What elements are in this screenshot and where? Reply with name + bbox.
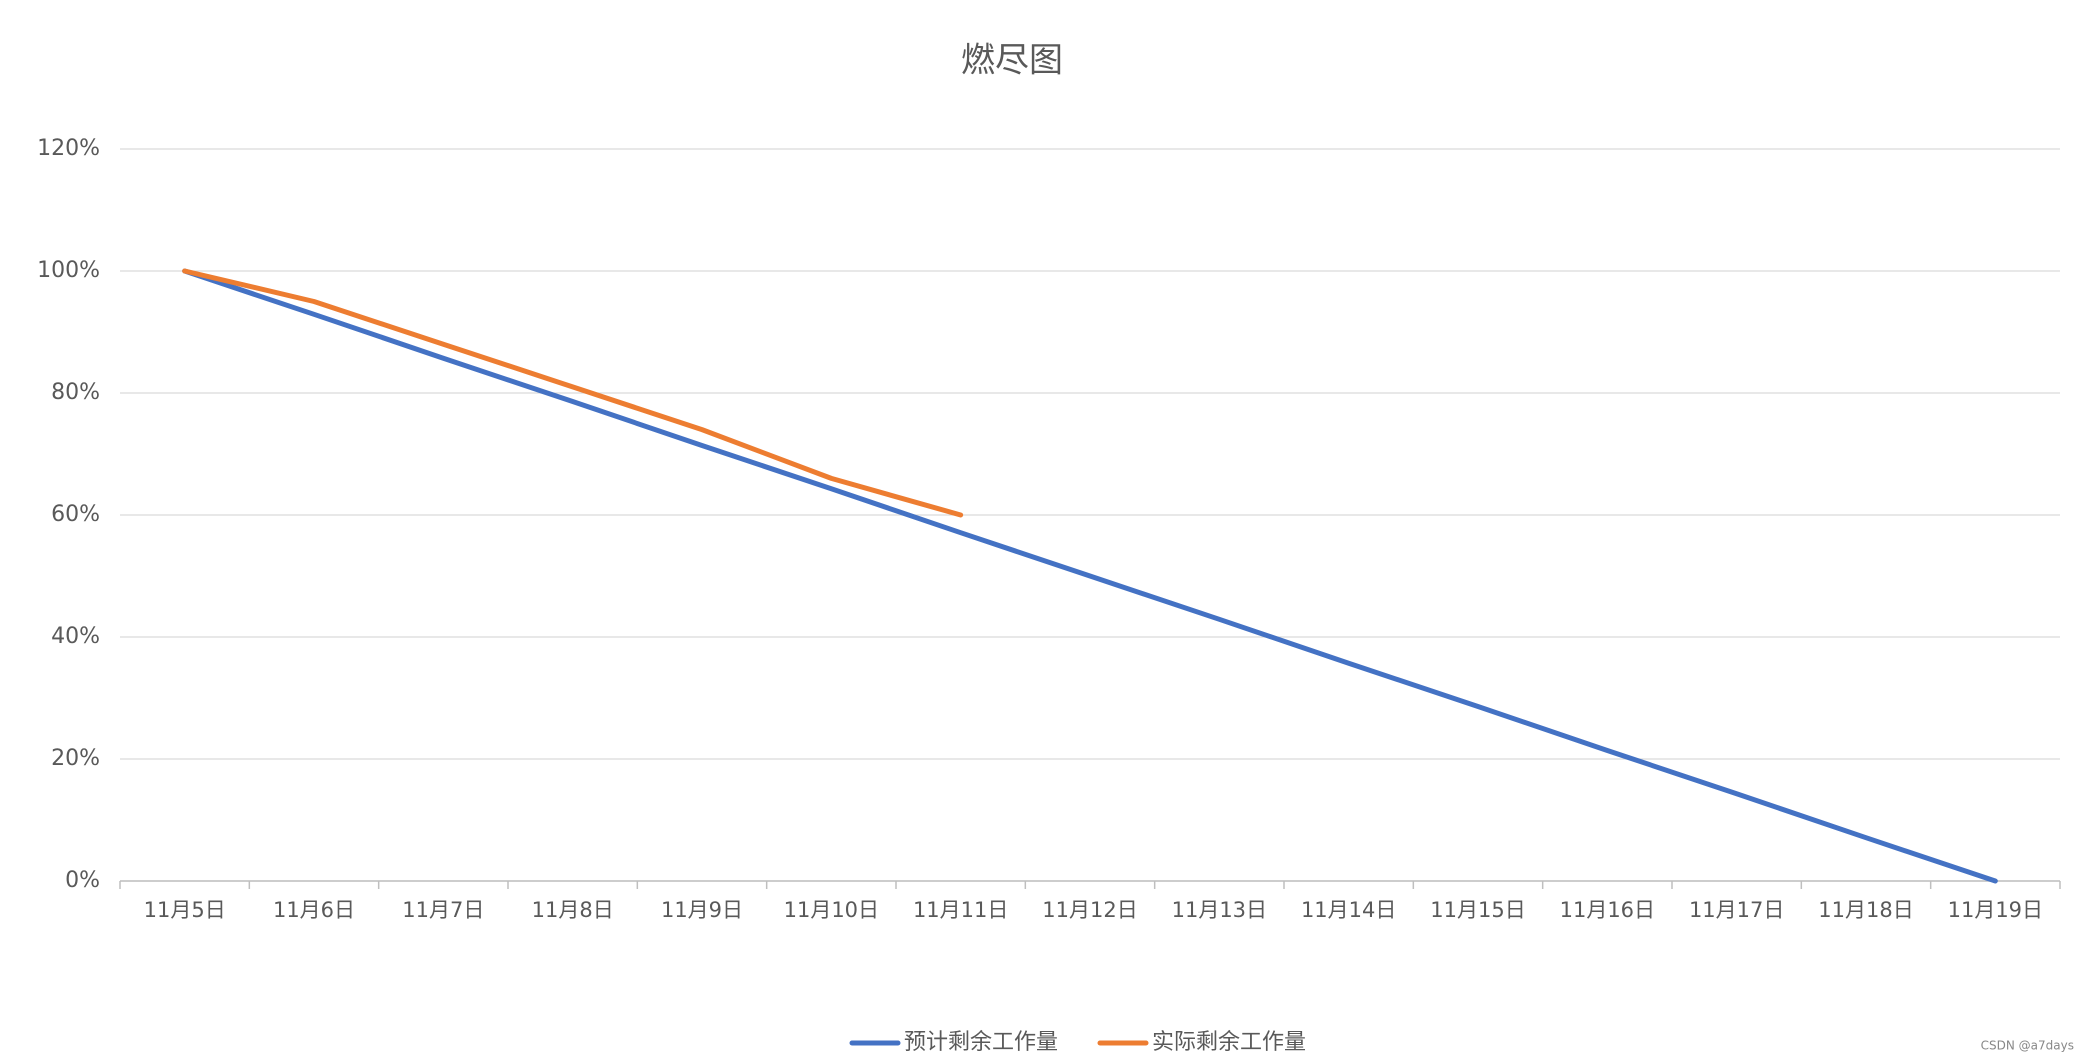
x-tick-label: 11月16日 [1560,898,1655,922]
y-tick-label: 100% [37,258,100,283]
x-tick-label: 11月10日 [784,898,879,922]
y-tick-label: 40% [51,624,100,649]
x-tick-label: 11月12日 [1042,898,1137,922]
series-line [182,268,964,518]
y-tick-label: 60% [51,502,100,527]
x-tick-label: 11月6日 [273,898,355,922]
x-tick-label: 11月15日 [1430,898,1525,922]
series-line [182,268,1998,884]
y-tick-label: 120% [37,136,100,161]
x-tick-label: 11月18日 [1818,898,1913,922]
x-tick-label: 11月13日 [1172,898,1267,922]
x-tick-label: 11月7日 [402,898,484,922]
x-tick-label: 11月9日 [661,898,743,922]
y-tick-label: 0% [65,868,100,893]
legend-label: 实际剩余工作量 [1152,1030,1306,1055]
legend-label: 预计剩余工作量 [904,1030,1058,1055]
x-tick-label: 11月5日 [144,898,226,922]
x-tick-label: 11月19日 [1948,898,2043,922]
watermark: CSDN @a7days [1981,1039,2074,1053]
x-tick-label: 11月17日 [1689,898,1784,922]
y-tick-label: 20% [51,746,100,771]
chart-title: 燃尽图 [961,41,1063,81]
y-tick-label: 80% [51,380,100,405]
x-tick-label: 11月8日 [532,898,614,922]
x-tick-label: 11月11日 [913,898,1008,922]
x-tick-label: 11月14日 [1301,898,1396,922]
